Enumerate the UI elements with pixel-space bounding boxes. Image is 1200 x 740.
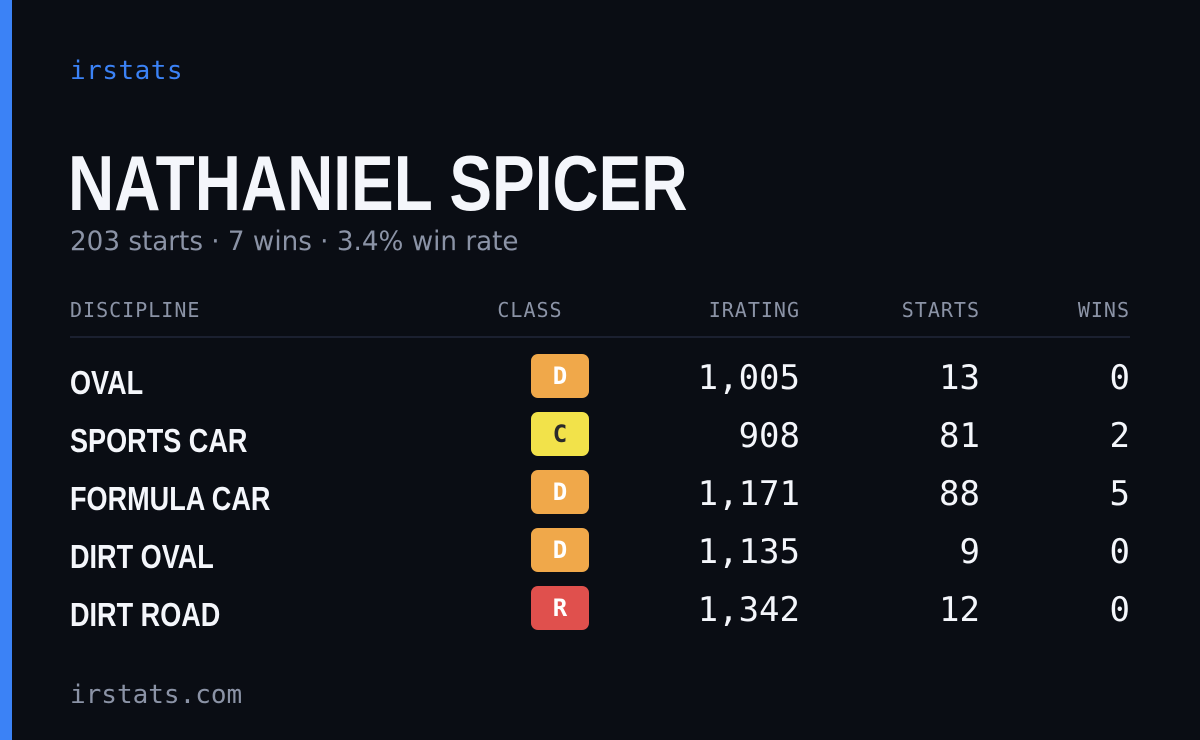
table-row: OVAL D 1,005 13 0	[70, 354, 1130, 412]
table-row: SPORTS CAR C 908 81 2	[70, 412, 1130, 470]
table-row: FORMULA CAR D 1,171 88 5	[70, 470, 1130, 528]
class-badge: D	[531, 354, 589, 398]
table-body: OVAL D 1,005 13 0 SPORTS CAR C 908 81 2 …	[70, 338, 1130, 644]
driver-summary: 203 starts · 7 wins · 3.4% win rate	[70, 226, 519, 257]
class-badge: R	[531, 586, 589, 630]
irating-value: 1,135	[697, 532, 800, 572]
header-irating: IRATING	[708, 298, 800, 322]
discipline-name: SPORTS CAR	[70, 422, 248, 459]
starts-value: 81	[939, 416, 980, 456]
table-header: DISCIPLINE CLASS IRATING STARTS WINS	[70, 296, 1130, 338]
header-starts: STARTS	[901, 298, 980, 322]
irating-value: 1,342	[697, 590, 800, 630]
wins-value: 0	[1109, 590, 1130, 630]
starts-value: 88	[939, 474, 980, 514]
discipline-name: DIRT ROAD	[70, 596, 221, 633]
irating-value: 1,005	[697, 358, 800, 398]
header-class: CLASS	[497, 298, 563, 322]
discipline-name: OVAL	[70, 364, 144, 401]
class-badge: C	[531, 412, 589, 456]
discipline-name: DIRT OVAL	[70, 538, 214, 575]
wins-value: 5	[1109, 474, 1130, 514]
accent-bar	[0, 0, 12, 740]
wins-value: 2	[1109, 416, 1130, 456]
driver-name: NATHANIEL SPICER	[68, 139, 688, 227]
wins-value: 0	[1109, 532, 1130, 572]
stats-table: DISCIPLINE CLASS IRATING STARTS WINS OVA…	[70, 296, 1130, 644]
starts-value: 13	[939, 358, 980, 398]
class-badge: D	[531, 528, 589, 572]
footer-domain: irstats.com	[70, 680, 243, 710]
wins-value: 0	[1109, 358, 1130, 398]
discipline-name: FORMULA CAR	[70, 480, 271, 517]
header-wins: WINS	[1077, 298, 1130, 322]
starts-value: 12	[939, 590, 980, 630]
irating-value: 908	[738, 416, 800, 456]
starts-value: 9	[959, 532, 980, 572]
table-row: DIRT OVAL D 1,135 9 0	[70, 528, 1130, 586]
table-row: DIRT ROAD R 1,342 12 0	[70, 586, 1130, 644]
brand-logo: irstats	[70, 56, 184, 86]
irating-value: 1,171	[697, 474, 800, 514]
class-badge: D	[531, 470, 589, 514]
header-discipline: DISCIPLINE	[70, 298, 201, 322]
